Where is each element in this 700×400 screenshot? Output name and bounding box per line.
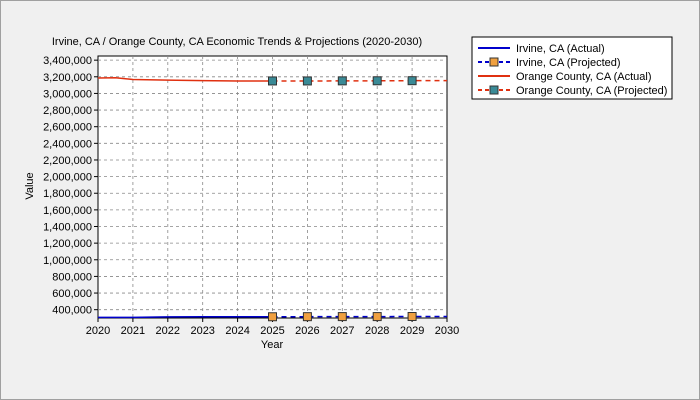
legend-marker <box>489 57 499 67</box>
x-tick-label: 2023 <box>190 325 214 337</box>
series-layer <box>97 76 448 322</box>
legend-label: Irvine, CA (Projected) <box>516 57 621 69</box>
y-tick-label: 3,200,000 <box>43 72 92 84</box>
y-tick-label: 400,000 <box>52 305 92 317</box>
x-tick-label: 2029 <box>400 325 424 337</box>
x-tick-label: 2024 <box>225 325 249 337</box>
x-tick-label: 2025 <box>260 325 284 337</box>
y-axis-ticks: 400,000 600,000 800,000 1,000,000 1,200,000 1… <box>43 55 98 317</box>
y-tick-label: 600,000 <box>52 288 92 300</box>
y-tick-label: 2,800,000 <box>43 105 92 117</box>
x-axis-ticks: 2020 2021 2022 2023 2024 2025 2026 2027 2028 2029… <box>86 318 459 337</box>
y-tick-label: 1,400,000 <box>43 222 92 234</box>
data-point-orange-county-ca-projected <box>268 76 277 86</box>
y-tick-label: 2,600,000 <box>43 122 92 134</box>
legend-label: Orange County, CA (Projected) <box>516 85 667 97</box>
x-tick-label: 2026 <box>295 325 319 337</box>
x-tick-label: 2030 <box>435 325 459 337</box>
legend-label: Irvine, CA (Actual) <box>516 43 605 55</box>
data-point-orange-county-ca-projected <box>302 76 312 86</box>
series-line-orange-county-ca-actual <box>97 77 273 82</box>
data-point-orange-county-ca-projected <box>372 76 382 86</box>
chart-title: Irvine, CA / Orange County, CA Economic … <box>52 36 422 48</box>
x-tick-label: 2021 <box>121 325 145 337</box>
x-tick-label: 2027 <box>330 325 354 337</box>
y-tick-label: 1,000,000 <box>43 255 92 267</box>
series-line-irvine-ca-actual <box>98 316 273 319</box>
legend-label: Orange County, CA (Actual) <box>516 71 652 83</box>
y-tick-label: 2,400,000 <box>43 138 92 150</box>
y-tick-label: 3,400,000 <box>43 55 92 67</box>
data-point-irvine-ca-projected <box>302 312 312 322</box>
y-tick-label: 2,200,000 <box>43 155 92 167</box>
y-tick-label: 800,000 <box>52 271 92 283</box>
data-point-irvine-ca-projected <box>337 312 347 322</box>
y-tick-label: 1,600,000 <box>43 205 92 217</box>
legend: Irvine, CA (Actual) Irvine, CA (Projected… <box>471 36 673 100</box>
data-point-orange-county-ca-projected <box>337 76 347 86</box>
y-tick-label: 1,800,000 <box>43 188 92 200</box>
x-tick-label: 2028 <box>365 325 389 337</box>
x-tick-label: 2022 <box>156 325 180 337</box>
grid-lines <box>98 56 447 318</box>
data-point-irvine-ca-projected <box>407 312 417 322</box>
y-axis-label: Value <box>24 172 36 199</box>
y-tick-label: 2,000,000 <box>43 172 92 184</box>
legend-marker <box>489 85 499 95</box>
y-tick-label: 1,200,000 <box>43 238 92 250</box>
data-point-orange-county-ca-projected <box>407 76 417 86</box>
data-point-irvine-ca-projected <box>268 312 277 322</box>
y-tick-label: 3,000,000 <box>43 88 92 100</box>
data-point-irvine-ca-projected <box>372 312 382 322</box>
x-axis-label: Year <box>261 339 284 351</box>
x-tick-label: 2020 <box>86 325 110 337</box>
